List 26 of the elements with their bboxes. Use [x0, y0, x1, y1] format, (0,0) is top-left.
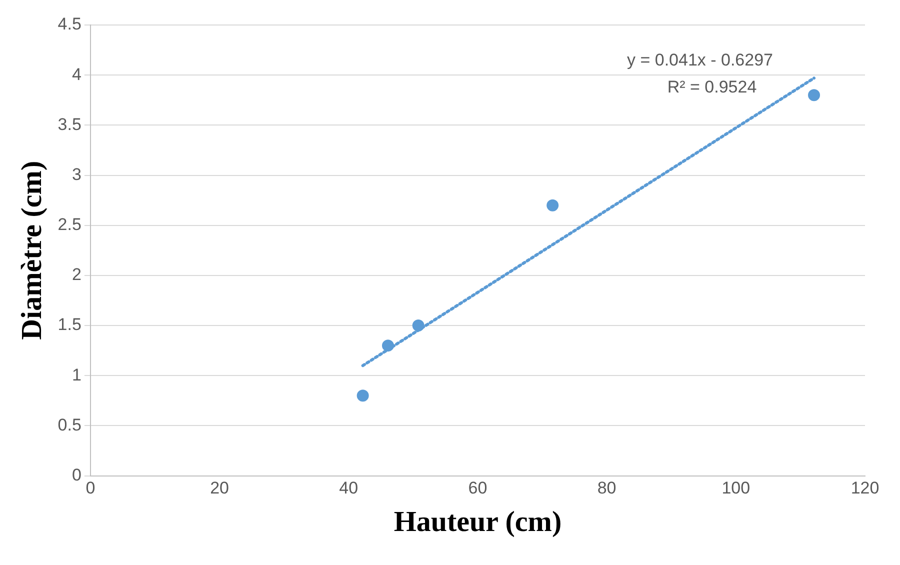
point: [546, 199, 559, 212]
point: [808, 89, 820, 102]
x-tick-label: 60: [468, 478, 488, 498]
y-tick-label: 3.5: [58, 114, 82, 134]
point: [412, 320, 424, 332]
y-tick-label: 0: [72, 465, 82, 484]
y-tick-label: 2.5: [58, 215, 82, 234]
y-tick-label: 3: [72, 164, 82, 184]
y-axis-title: Diamètre (cm): [16, 160, 48, 340]
y-tick-label: 4.5: [58, 14, 82, 34]
x-tick-label: 20: [210, 478, 229, 498]
y-tick-label: 4: [72, 64, 82, 84]
x-axis-title: Hauteur (cm): [394, 506, 562, 538]
point: [382, 340, 394, 352]
x-tick-label: 0: [86, 478, 96, 498]
x-tick-label: 40: [339, 478, 358, 498]
y-tick-label: 1.5: [58, 315, 82, 334]
annotation: R² = 0.9524: [667, 78, 757, 97]
x-tick-label: 80: [597, 478, 616, 498]
x-tick-label: 100: [722, 478, 750, 498]
x-tick-label: 120: [850, 478, 880, 498]
y-tick-label: 0.5: [58, 415, 82, 434]
y-tick-label: 1: [72, 365, 82, 384]
point: [356, 390, 369, 402]
y-tick-label: 2: [72, 265, 82, 284]
annotation: y = 0.041x - 0.6297: [626, 50, 774, 70]
